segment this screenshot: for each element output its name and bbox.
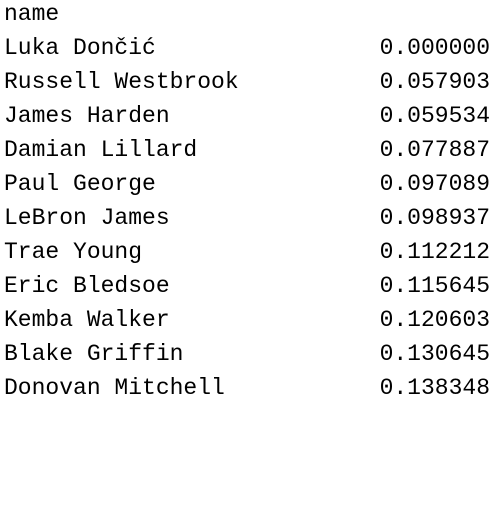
table-row: James Harden 0.059534 xyxy=(4,99,494,133)
table-row: Paul George 0.097089 xyxy=(4,167,494,201)
table-row: Kemba Walker 0.120603 xyxy=(4,303,494,337)
player-value: 0.112212 xyxy=(379,239,490,265)
player-name: Trae Young xyxy=(4,239,143,265)
player-name: Eric Bledsoe xyxy=(4,273,170,299)
table-row: Trae Young 0.112212 xyxy=(4,235,494,269)
player-name: James Harden xyxy=(4,103,170,129)
table-row: Russell Westbrook 0.057903 xyxy=(4,65,494,99)
index-name-label: name xyxy=(4,1,60,27)
table-row: Blake Griffin 0.130645 xyxy=(4,337,494,371)
player-value: 0.130645 xyxy=(379,341,490,367)
player-value: 0.077887 xyxy=(379,137,490,163)
series-output: name Luka Dončić 0.000000 Russell Westbr… xyxy=(4,0,494,405)
table-row: Donovan Mitchell 0.138348 xyxy=(4,371,494,405)
table-row: Luka Dončić 0.000000 xyxy=(4,31,494,65)
player-value: 0.057903 xyxy=(379,69,490,95)
player-value: 0.000000 xyxy=(379,35,490,61)
player-name: LeBron James xyxy=(4,205,170,231)
player-value: 0.098937 xyxy=(379,205,490,231)
table-row: Damian Lillard 0.077887 xyxy=(4,133,494,167)
player-value: 0.059534 xyxy=(379,103,490,129)
table-row: LeBron James 0.098937 xyxy=(4,201,494,235)
player-name: Blake Griffin xyxy=(4,341,184,367)
player-name: Kemba Walker xyxy=(4,307,170,333)
player-value: 0.138348 xyxy=(379,375,490,401)
player-name: Luka Dončić xyxy=(4,35,156,61)
player-name: Paul George xyxy=(4,171,156,197)
index-name-header: name xyxy=(4,0,494,31)
player-value: 0.115645 xyxy=(379,273,490,299)
player-value: 0.097089 xyxy=(379,171,490,197)
player-name: Donovan Mitchell xyxy=(4,375,225,401)
player-value: 0.120603 xyxy=(379,307,490,333)
table-row: Eric Bledsoe 0.115645 xyxy=(4,269,494,303)
player-name: Russell Westbrook xyxy=(4,69,239,95)
player-name: Damian Lillard xyxy=(4,137,198,163)
